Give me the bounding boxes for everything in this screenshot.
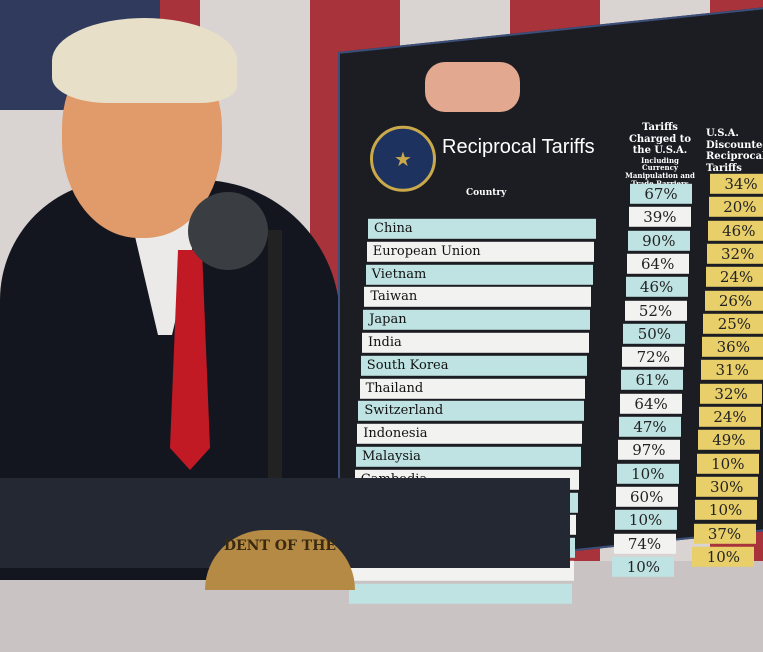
reciprocal-value: 24%	[699, 407, 761, 427]
charged-value: 60%	[616, 487, 678, 507]
reciprocal-value: 24%	[706, 267, 763, 287]
charged-subheader: Including Currency Manipulation and Trad…	[622, 156, 698, 187]
country-row: Japan	[363, 310, 590, 330]
reciprocal-value: 20%	[709, 197, 763, 217]
reciprocal-value: 46%	[708, 220, 763, 240]
reciprocal-value: 10%	[695, 500, 757, 520]
charged-value: 39%	[629, 207, 691, 227]
speaker-hand	[425, 62, 520, 112]
reciprocal-value: 32%	[700, 383, 762, 403]
charged-value: 10%	[615, 510, 677, 530]
reciprocal-value: 36%	[702, 337, 763, 357]
charged-value: 90%	[628, 230, 690, 250]
discount-header: U.S.A. Discounted Reciprocal Tariffs	[706, 128, 763, 174]
charged-value: 64%	[627, 254, 689, 274]
charged-value: 10%	[617, 463, 679, 483]
country-row: Switzerland	[358, 401, 584, 421]
charged-value: 46%	[626, 277, 688, 297]
charged-value: 64%	[620, 393, 682, 413]
presidential-seal-icon: ★	[370, 126, 436, 192]
charged-value: 47%	[619, 417, 681, 437]
country-row: China	[368, 219, 596, 239]
charged-value: 67%	[630, 184, 692, 204]
country-row: Thailand	[360, 378, 586, 398]
country-row: European Union	[367, 242, 595, 262]
reciprocal-value: 49%	[698, 430, 760, 450]
country-header: Country	[466, 188, 506, 198]
charged-value: 97%	[618, 440, 680, 460]
reciprocal-value: 37%	[694, 523, 756, 543]
reciprocal-value: 30%	[696, 477, 758, 497]
charged-value: 52%	[625, 300, 687, 320]
speaker-hair	[52, 18, 237, 103]
country-row: South Korea	[361, 356, 587, 376]
reciprocal-value: 32%	[707, 244, 763, 264]
reciprocal-value: 34%	[710, 174, 763, 194]
country-row: Taiwan	[364, 287, 591, 307]
reciprocal-value: 31%	[701, 360, 763, 380]
board-title: Reciprocal Tariffs	[442, 136, 595, 159]
reciprocal-value: 26%	[705, 290, 763, 310]
microphone	[188, 192, 268, 270]
country-row: Indonesia	[357, 424, 582, 444]
country-row: India	[362, 333, 589, 353]
podium-seal: DENT OF THE	[205, 530, 355, 590]
country-row: Malaysia	[356, 447, 581, 467]
charged-value: 61%	[621, 370, 683, 390]
reciprocal-value: 25%	[703, 314, 763, 334]
charged-value: 50%	[623, 324, 685, 344]
country-row: Vietnam	[366, 264, 593, 284]
microphone-stand	[268, 230, 282, 490]
reciprocal-value: 10%	[692, 547, 754, 567]
charged-header: Tariffs Charged to the U.S.A. Including …	[622, 122, 698, 187]
country-row	[349, 584, 572, 604]
charged-value: 74%	[614, 533, 676, 553]
charged-value: 72%	[622, 347, 684, 367]
charged-value: 10%	[612, 557, 674, 577]
reciprocal-value: 10%	[697, 453, 759, 473]
charged-header-text: Tariffs Charged to the U.S.A.	[629, 122, 691, 156]
